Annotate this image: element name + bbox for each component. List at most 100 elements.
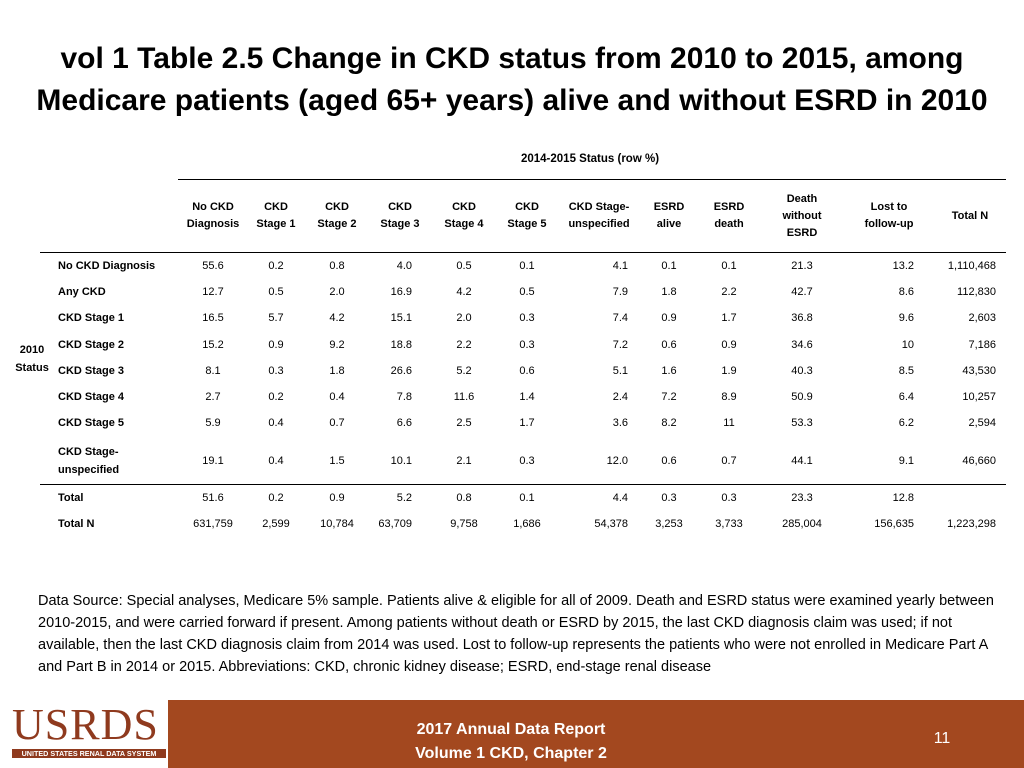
- table-cell: 1.8: [329, 365, 345, 377]
- table-cell: 4.4: [612, 492, 628, 504]
- table-cell: 51.6: [202, 492, 224, 504]
- table-cell: 2.7: [205, 391, 221, 403]
- table-cell: 16.5: [202, 312, 224, 324]
- row-label: CKD Stage 3: [58, 365, 125, 377]
- column-header: CKD Stage 1: [256, 201, 296, 230]
- table-cell: 53.3: [791, 417, 813, 429]
- table-cell: 7.2: [612, 339, 628, 351]
- table-top-rule: [178, 179, 1006, 180]
- column-header: Death without ESRD: [782, 192, 822, 239]
- row-label: Any CKD: [58, 286, 106, 298]
- table-cell: 12.8: [892, 492, 914, 504]
- table-cell: 0.3: [519, 455, 535, 467]
- table-cell: 21.3: [791, 260, 813, 272]
- row-label: Total N: [58, 518, 95, 530]
- table-cell: 10.1: [390, 455, 412, 467]
- table-cell: 4.2: [329, 312, 345, 324]
- table-cell: 1.9: [721, 365, 737, 377]
- column-header: CKD Stage 3: [380, 201, 420, 230]
- table-cell: 5.7: [268, 312, 284, 324]
- table-cell: 631,759: [193, 518, 233, 530]
- slide-title-line1: vol 1 Table 2.5 Change in CKD status fro…: [60, 42, 964, 75]
- table-cell: 0.1: [661, 260, 677, 272]
- table-cell: 0.2: [268, 391, 284, 403]
- table-cell: 8.5: [898, 365, 914, 377]
- table-cell: 2,599: [262, 518, 290, 530]
- table-cell: 55.6: [202, 260, 224, 272]
- table-cell: 26.6: [390, 365, 412, 377]
- table-cell: 0.6: [661, 455, 677, 467]
- table-cell: 0.3: [519, 312, 535, 324]
- table-cell: 285,004: [782, 518, 822, 530]
- table-cell: 46,660: [962, 455, 996, 467]
- page-number: 11: [933, 730, 951, 747]
- row-label: CKD Stage 5: [58, 417, 125, 429]
- table-cell: 8.1: [205, 365, 221, 377]
- table-cell: 15.2: [202, 339, 224, 351]
- table-cell: 10,257: [962, 391, 996, 403]
- table-cell: 7.4: [612, 312, 628, 324]
- column-header: CKD Stage 5: [507, 201, 547, 230]
- table-cell: 6.2: [898, 417, 914, 429]
- column-header: Total N: [951, 209, 989, 222]
- row-label: CKD Stage 2: [58, 339, 125, 351]
- table-cell: 0.4: [329, 391, 345, 403]
- table-cell: 8.9: [721, 391, 737, 403]
- table-cell: 7,186: [968, 339, 996, 351]
- table-cell: 3.6: [612, 417, 628, 429]
- table-cell: 4.1: [612, 260, 628, 272]
- usrds-logo: USRDS UNITED STATES RENAL DATA SYSTEM: [0, 700, 168, 768]
- table-cell: 43,530: [962, 365, 996, 377]
- table-cell: 36.8: [791, 312, 813, 324]
- data-source-note: Data Source: Special analyses, Medicare …: [38, 593, 994, 675]
- row-label: Total: [58, 492, 84, 504]
- table-cell: 44.1: [791, 455, 813, 467]
- table-cell: 42.7: [791, 286, 813, 298]
- logo-subtitle: UNITED STATES RENAL DATA SYSTEM: [12, 749, 166, 758]
- row-label: No CKD Diagnosis: [58, 260, 156, 272]
- table-cell: 40.3: [791, 365, 813, 377]
- table-cell: 5.2: [396, 492, 412, 504]
- table-cell: 0.6: [661, 339, 677, 351]
- table-cell: 2.1: [456, 455, 472, 467]
- table-cell: 23.3: [791, 492, 813, 504]
- table-cell: 0.9: [661, 312, 677, 324]
- table-cell: 2,603: [968, 312, 996, 324]
- table-cell: 0.4: [268, 417, 284, 429]
- table-cell: 63,709: [378, 518, 412, 530]
- table-cell: 11.6: [453, 391, 475, 403]
- column-header: CKD Stage 4: [444, 201, 484, 230]
- table-cell: 2.0: [329, 286, 345, 298]
- report-title: 2017 Annual Data Report Volume 1 CKD, Ch…: [380, 718, 642, 766]
- table-cell: 50.9: [791, 391, 813, 403]
- header-rule: [40, 252, 1006, 253]
- table-cell: 4.0: [396, 260, 412, 272]
- table-cell: 1.7: [721, 312, 737, 324]
- table-cell: 9.6: [898, 312, 914, 324]
- table-cell: 54,378: [594, 518, 628, 530]
- table-cell: 15.1: [390, 312, 412, 324]
- table-cell: 12.0: [606, 455, 628, 467]
- table-cell: 1,686: [513, 518, 541, 530]
- row-group-label: 2010 Status: [15, 344, 49, 374]
- table-cell: 0.2: [268, 492, 284, 504]
- table-cell: 2.2: [456, 339, 472, 351]
- table-cell: 0.5: [519, 286, 535, 298]
- column-header: Lost to follow-up: [864, 201, 914, 230]
- table-cell: 19.1: [202, 455, 224, 467]
- table-cell: 0.7: [721, 455, 737, 467]
- table-cell: 7.8: [396, 391, 412, 403]
- table-cell: 8.2: [661, 417, 677, 429]
- column-header: No CKD Diagnosis: [186, 201, 240, 230]
- report-title-line1: 2017 Annual Data Report: [416, 721, 606, 738]
- table-cell: 10,784: [320, 518, 354, 530]
- table-cell: 1.4: [519, 391, 535, 403]
- row-label: CKD Stage-unspecified: [58, 446, 120, 476]
- table-cell: 9.1: [898, 455, 914, 467]
- footer-bar: [0, 700, 1024, 768]
- table-cell: 0.1: [519, 492, 535, 504]
- table-cell: 0.8: [456, 492, 472, 504]
- table-cell: 5.2: [456, 365, 472, 377]
- logo-wordmark: USRDS: [12, 700, 159, 749]
- table-cell: 0.3: [721, 492, 737, 504]
